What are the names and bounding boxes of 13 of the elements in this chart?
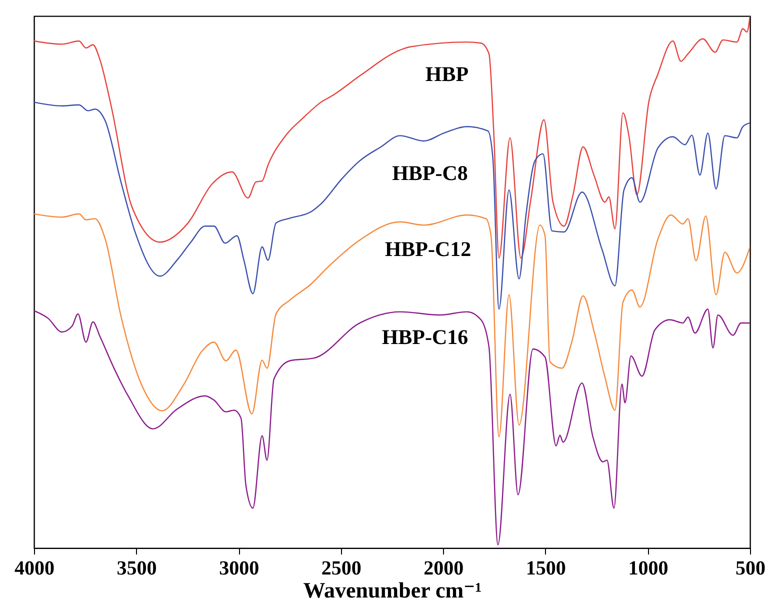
x-tick-label: 3000 <box>219 558 260 580</box>
x-tick-label: 4000 <box>14 558 54 580</box>
x-tick-label: 1000 <box>628 558 668 580</box>
x-tick-label: 3500 <box>116 558 157 580</box>
x-tick-label: 1500 <box>526 558 566 580</box>
x-tick-label: 500 <box>736 558 766 580</box>
x-axis-title: Wavenumber cm⁻¹ <box>303 578 482 602</box>
series-label: HBP <box>425 62 469 86</box>
series-label: HBP-C8 <box>392 161 468 185</box>
series-label: HBP-C12 <box>384 237 472 261</box>
series-label: HBP-C16 <box>382 325 468 349</box>
x-tick-label: 2500 <box>321 558 362 580</box>
x-tick-label: 2000 <box>424 558 464 580</box>
